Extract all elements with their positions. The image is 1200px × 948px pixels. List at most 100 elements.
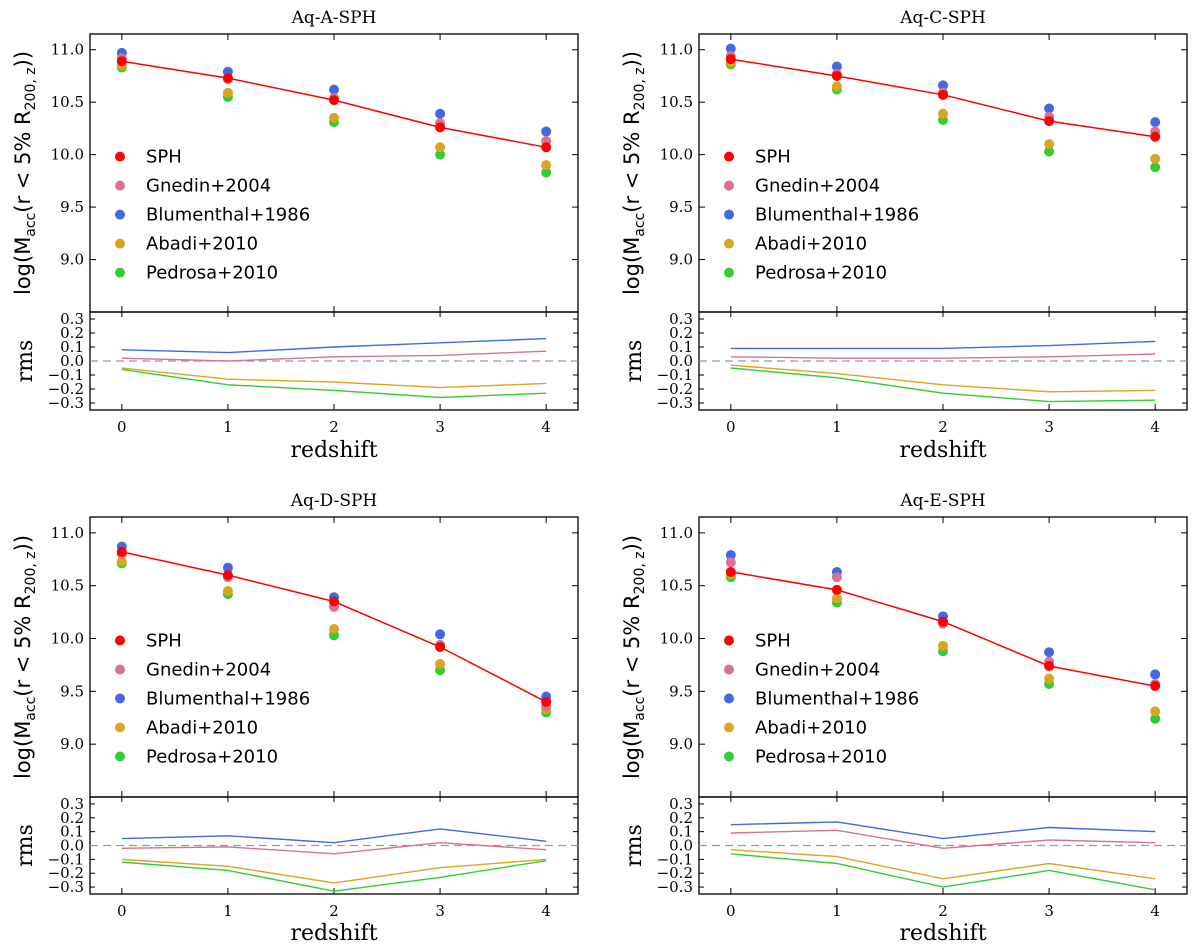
rms-y-tick-label: 0.2 (60, 324, 84, 342)
rms-y-tick-label: 0.1 (669, 338, 693, 356)
data-point (222, 73, 233, 84)
rms-series-line (121, 367, 547, 389)
panel-title: Aq-E-SPH (899, 491, 985, 511)
rms-y-tick-label: 0.3 (669, 795, 693, 813)
data-point (222, 87, 233, 98)
rms-series-line (730, 829, 1156, 850)
data-point (725, 43, 736, 54)
legend-marker (115, 751, 125, 762)
data-point (1150, 669, 1161, 680)
data-point (1150, 706, 1161, 717)
x-tick-label: 3 (435, 418, 445, 436)
rms-y-tick-label: 0.3 (60, 310, 84, 328)
data-point (435, 629, 446, 640)
rms-y-tick-label: 0.3 (60, 795, 84, 813)
x-tick-label: 4 (541, 902, 551, 920)
rms-y-tick-label: 0.1 (60, 823, 84, 841)
rms-series-line (730, 853, 1156, 891)
data-point (1044, 139, 1055, 150)
data-point (435, 142, 446, 153)
legend-label: Pedrosa+2010 (755, 747, 887, 768)
rms-series-line (730, 353, 1156, 359)
rms-series-line (730, 340, 1156, 350)
y-axis-label-part: )) (620, 51, 644, 67)
y-tick-label: 9.5 (60, 682, 84, 700)
data-point (831, 584, 842, 595)
data-point (435, 149, 446, 160)
y-axis-label-part: )) (620, 535, 644, 551)
data-point (329, 95, 339, 106)
data-point (329, 624, 339, 634)
rms-y-tick-label: −0.1 (657, 850, 693, 868)
rms-axis-label: rms (622, 824, 647, 867)
data-point (541, 126, 552, 137)
rms-y-tick-label: −0.3 (657, 878, 693, 896)
y-tick-label: 9.5 (60, 198, 84, 216)
y-tick-label: 9.0 (669, 735, 693, 753)
rms-y-tick-label: −0.2 (657, 864, 693, 882)
data-point (541, 696, 552, 707)
panel-title: Aq-A-SPH (291, 8, 377, 28)
data-point (831, 81, 842, 92)
rms-axis-label: rms (13, 340, 38, 383)
data-point (222, 570, 233, 581)
y-tick-label: 9.5 (669, 682, 693, 700)
x-axis-label: redshift (899, 921, 986, 946)
data-point (1044, 660, 1055, 671)
rms-y-tick-label: 0.1 (669, 823, 693, 841)
x-tick-label: 2 (329, 418, 339, 436)
data-point (938, 89, 948, 100)
rms-y-tick-label: −0.3 (48, 878, 84, 896)
data-point (1044, 647, 1055, 658)
y-axis-label-part: (r < 5% R (11, 110, 35, 212)
data-point (435, 658, 446, 669)
rms-series-line (121, 860, 547, 892)
legend-marker (115, 209, 125, 220)
legend-marker (115, 180, 125, 191)
y-tick-label: 10.5 (660, 577, 693, 595)
rms-y-tick-label: 0.0 (60, 352, 84, 370)
legend-marker (115, 722, 125, 733)
data-point (329, 112, 339, 123)
data-point (1150, 681, 1161, 692)
y-axis-label-part: log(M (11, 721, 35, 779)
data-point (541, 160, 552, 171)
data-point (725, 54, 736, 65)
legend-label: Abadi+2010 (146, 234, 258, 255)
rms-series-line (121, 841, 547, 855)
y-tick-label: 10.0 (51, 146, 84, 164)
y-axis-label-part: (r < 5% R (11, 594, 35, 696)
data-point (222, 585, 233, 596)
y-axis-label-part: (r < 5% R (620, 110, 644, 212)
data-point (1150, 713, 1161, 724)
data-point (1044, 116, 1055, 127)
y-tick-label: 10.5 (660, 93, 693, 111)
rms-plot-frame (89, 796, 579, 895)
y-tick-label: 11.0 (51, 524, 84, 542)
data-point (541, 142, 552, 153)
data-point (725, 550, 736, 561)
legend-label: SPH (755, 147, 791, 168)
data-point (329, 596, 339, 607)
rms-plot-frame (698, 311, 1188, 411)
rms-y-tick-label: 0.2 (669, 324, 693, 342)
legend-marker (724, 209, 734, 220)
rms-y-tick-label: −0.3 (48, 394, 84, 412)
legend-label: Gnedin+2004 (755, 176, 880, 197)
rms-series-line (730, 364, 1156, 393)
legend-marker (724, 693, 734, 704)
rms-y-tick-label: 0.2 (60, 809, 84, 827)
rms-y-tick-label: −0.3 (657, 394, 693, 412)
legend-marker (115, 238, 125, 249)
y-tick-label: 11.0 (660, 524, 693, 542)
y-tick-label: 11.0 (660, 41, 693, 59)
y-axis-label-subscript: 200, z (23, 67, 39, 110)
data-point (831, 70, 842, 81)
x-tick-label: 1 (223, 902, 233, 920)
y-tick-label: 9.5 (669, 198, 693, 216)
y-tick-label: 10.0 (51, 630, 84, 648)
legend-label: Pedrosa+2010 (146, 263, 278, 284)
y-axis-label-subscript: 200, z (632, 551, 648, 594)
x-tick-label: 2 (938, 418, 948, 436)
data-point (1150, 153, 1161, 164)
